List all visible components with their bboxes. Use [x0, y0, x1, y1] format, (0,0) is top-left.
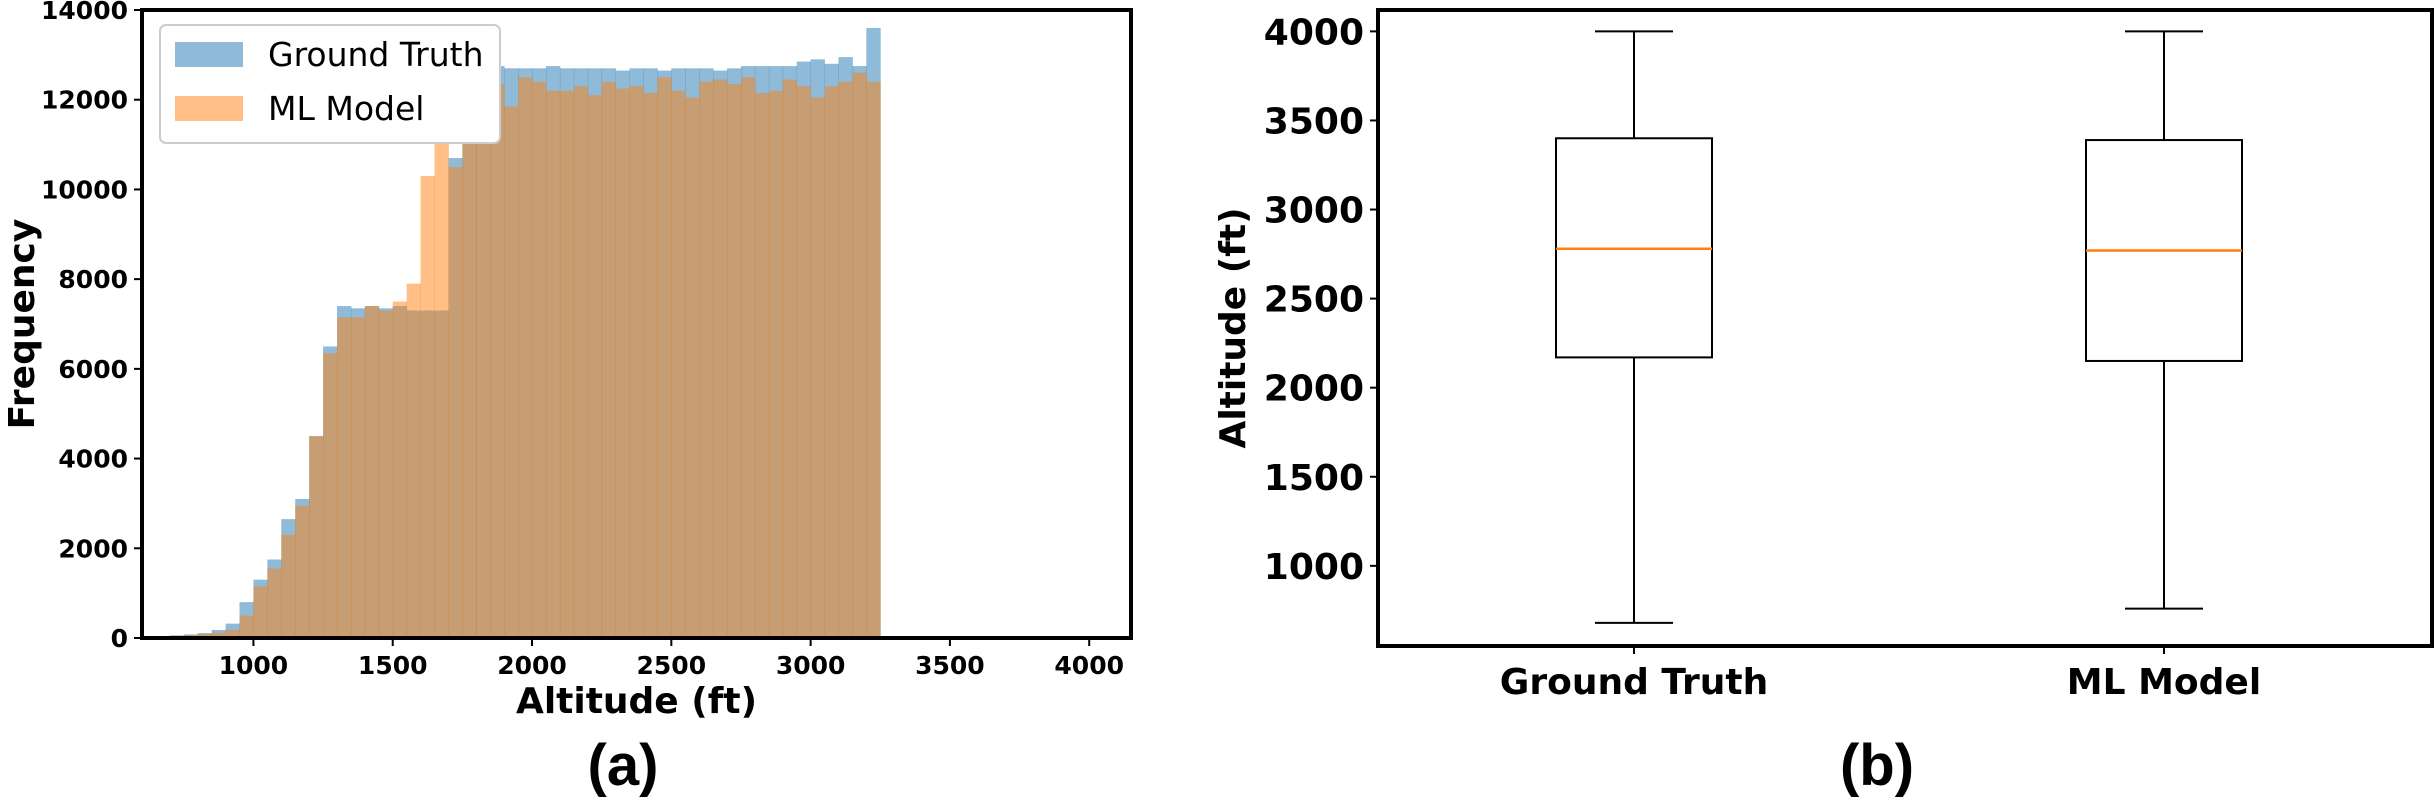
histogram-legend: Ground Truth ML Model [159, 24, 501, 144]
hist-bar [448, 167, 463, 638]
hist-bar [197, 633, 213, 638]
hist-bar [518, 77, 533, 639]
x-tick-label: 3000 [776, 651, 846, 680]
histogram-x-axis-label: Altitude (ft) [516, 681, 757, 722]
hist-bar [211, 632, 226, 638]
hist-bar [295, 505, 310, 638]
x-tick-label: 3500 [915, 651, 985, 680]
hist-bar [601, 81, 617, 639]
hist-bar [629, 86, 644, 638]
legend-label-ground-truth: Ground Truth [268, 35, 484, 74]
y-tick-label: 2000 [1264, 369, 1364, 410]
hist-bar [573, 86, 589, 638]
hist-bar [699, 81, 714, 639]
y-tick-label: 3000 [1264, 191, 1364, 232]
hist-bar [657, 77, 672, 639]
hist-bar [378, 310, 394, 638]
legend-swatch-ground-truth [175, 42, 243, 67]
hist-bar [852, 72, 867, 639]
hist-bar [476, 88, 491, 638]
hist-bar [685, 97, 700, 638]
hist-bar [490, 84, 505, 638]
hist-bar [281, 534, 296, 638]
hist-bar [434, 79, 449, 639]
histogram-y-axis-label: Frequency [2, 219, 43, 430]
hist-bar [504, 106, 519, 638]
histogram-panel: 1000 1500 2000 2500 3000 3500 4000 0 2000 4000 60… [2, 0, 1133, 798]
hist-bar [727, 84, 742, 638]
boxplot-x-ticks: Ground Truth ML Model [1500, 646, 2261, 703]
hist-bar [406, 283, 421, 638]
boxplot-panel: Ground Truth ML Model 1000 1500 2000 2500 300… [1213, 8, 2434, 798]
hist-bar [420, 175, 435, 638]
x-tick-label: 2000 [497, 651, 567, 680]
hist-bar [532, 81, 547, 639]
x-tick-label: 1000 [219, 651, 289, 680]
boxplot-axes-frame [1376, 8, 2434, 648]
hist-bar [671, 90, 686, 638]
histogram-x-ticks: 1000 1500 2000 2500 3000 3500 4000 [219, 638, 1124, 680]
hist-bar [392, 301, 408, 638]
hist-bar [740, 77, 756, 639]
hist-bar [587, 95, 603, 638]
hist-bar [838, 81, 853, 639]
y-tick-label: 12000 [41, 86, 128, 115]
hist-bar [239, 615, 254, 638]
hist-bar [643, 92, 658, 638]
histogram-y-ticks: 0 2000 4000 6000 8000 10000 12000 14000 [41, 0, 142, 653]
y-tick-label: 4000 [1264, 12, 1364, 53]
hist-bar [267, 568, 282, 638]
hist-bar [559, 90, 575, 638]
hist-bar [782, 79, 798, 639]
hist-bar [545, 90, 561, 638]
hist-bar [364, 306, 380, 638]
legend-swatch-ml-model [175, 96, 243, 121]
y-tick-label: 2500 [1264, 280, 1364, 321]
hist-bar [253, 586, 268, 638]
panel-label-a: (a) [588, 733, 659, 798]
y-tick-label: 1000 [1264, 547, 1364, 588]
legend-box [159, 24, 501, 144]
y-tick-label: 8000 [58, 265, 128, 294]
panel-label-b: (b) [1840, 733, 1914, 798]
y-tick-label: 6000 [58, 355, 128, 384]
hist-bar [337, 317, 352, 638]
y-tick-label: 0 [111, 624, 128, 653]
hist-bar [810, 97, 825, 638]
x-tick-label: 2500 [637, 651, 707, 680]
y-tick-label: 1500 [1264, 458, 1364, 499]
hist-bar [824, 86, 839, 638]
hist-bar [866, 81, 881, 639]
boxplot-y-axis-label: Altitude (ft) [1213, 207, 1254, 448]
hist-bar [713, 79, 728, 639]
y-tick-label: 3500 [1264, 101, 1364, 142]
histogram-bars-ml-model [169, 72, 881, 639]
legend-label-ml-model: ML Model [268, 89, 424, 128]
hist-bar [615, 88, 630, 638]
hist-bar [309, 436, 324, 638]
hist-bar [796, 86, 812, 638]
hist-bar [323, 353, 338, 638]
hist-bar [462, 90, 477, 638]
y-tick-label: 4000 [58, 445, 128, 474]
boxplot-elements [1555, 30, 2243, 624]
x-tick-label: 4000 [1054, 651, 1124, 680]
x-tick-label: ML Model [2067, 662, 2261, 703]
boxplot-y-ticks: 1000 1500 2000 2500 3000 3500 4000 [1264, 12, 1378, 588]
hist-bar [754, 92, 770, 638]
histogram-axes-frame [140, 8, 1133, 640]
hist-bar [768, 90, 784, 638]
hist-bar [350, 317, 366, 638]
y-tick-label: 14000 [41, 0, 128, 25]
y-tick-label: 2000 [58, 534, 128, 563]
y-tick-label: 10000 [41, 175, 128, 204]
hist-bar [225, 629, 240, 638]
x-tick-label: Ground Truth [1500, 662, 1768, 703]
x-tick-label: 1500 [358, 651, 428, 680]
